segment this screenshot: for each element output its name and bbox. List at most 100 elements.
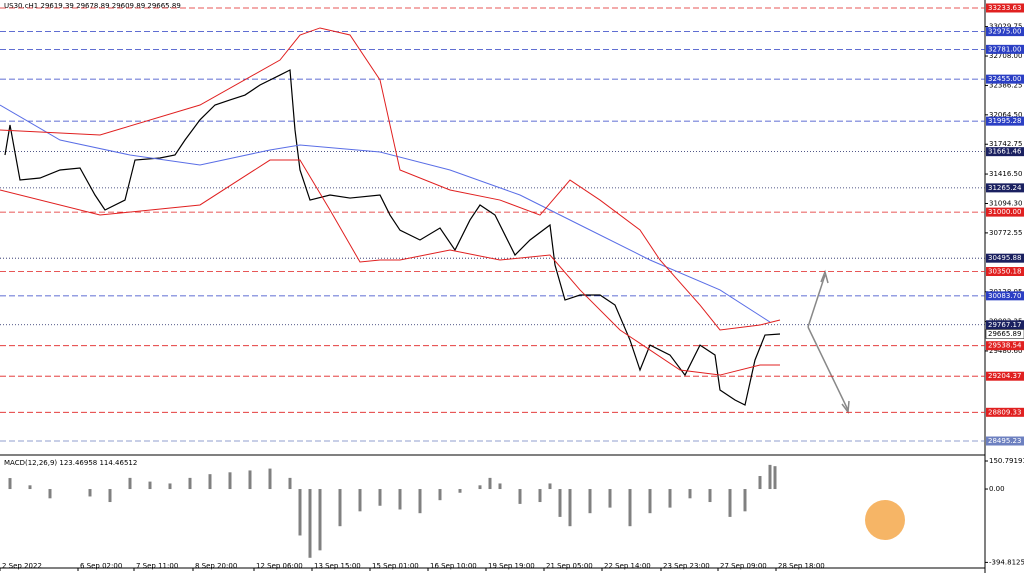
y-tick-label: 32386.25 — [989, 81, 1022, 89]
watermark-logo — [865, 500, 905, 540]
macd-bar — [108, 489, 112, 503]
x-tick-label: 13 Sep 15:00 — [314, 562, 361, 570]
macd-bar — [248, 470, 252, 490]
level-label-bg — [986, 407, 1024, 417]
arrow-down — [807, 326, 849, 411]
series-line — [0, 104, 771, 323]
macd-bar — [568, 489, 572, 527]
y-tick-label: -394.81257 — [989, 558, 1024, 566]
macd-bar — [688, 489, 692, 499]
macd-bar — [418, 489, 422, 514]
x-tick-label: 19 Sep 19:00 — [488, 562, 535, 570]
macd-bar — [288, 477, 292, 490]
macd-bar — [628, 489, 632, 527]
level-label: 30495.88 — [988, 254, 1021, 262]
macd-bar — [308, 489, 312, 558]
macd-bar — [743, 489, 747, 512]
level-label: 31995.28 — [988, 117, 1021, 125]
x-tick-label: 12 Sep 06:00 — [256, 562, 303, 570]
series-line — [0, 27, 781, 331]
x-tick-label: 7 Sep 11:00 — [136, 562, 178, 570]
macd-bar — [148, 481, 152, 490]
level-label: 32975.00 — [988, 28, 1021, 36]
macd-bar — [538, 489, 542, 503]
macd-bar — [768, 464, 772, 490]
y-tick-label: 31094.30 — [989, 199, 1022, 207]
x-tick-label: 21 Sep 05:00 — [546, 562, 593, 570]
level-label: 33233.63 — [988, 4, 1021, 12]
macd-bar — [318, 489, 322, 551]
level-label-bg — [986, 3, 1024, 13]
level-label: 29204.37 — [988, 372, 1021, 380]
level-label-bg — [986, 253, 1024, 263]
macd-bar — [478, 485, 482, 490]
x-tick-label: 6 Sep 02:00 — [80, 562, 122, 570]
y-tick-label: 150.79191 — [989, 457, 1024, 465]
series-line — [4, 69, 781, 406]
macd-bar — [48, 489, 52, 499]
x-tick-label: 28 Sep 18:00 — [778, 562, 825, 570]
macd-bar — [378, 489, 382, 506]
x-tick-label: 22 Sep 14:00 — [604, 562, 651, 570]
macd-bar — [488, 477, 492, 490]
level-label-bg — [986, 116, 1024, 126]
level-label: 31000.00 — [988, 208, 1021, 216]
macd-bar — [728, 489, 732, 517]
macd-bar — [558, 489, 562, 517]
macd-bar — [268, 468, 272, 490]
forecast-arrows — [807, 269, 850, 415]
macd-bar — [608, 489, 612, 508]
level-label: 29767.17 — [988, 321, 1021, 329]
y-tick-label: 31742.75 — [989, 140, 1022, 148]
x-tick-label: 2 Sep 2022 — [2, 562, 42, 570]
series-line — [0, 159, 780, 376]
macd-bar — [458, 489, 462, 493]
y-tick-label: 31416.50 — [989, 170, 1022, 178]
y-tick-label: 0.00 — [989, 485, 1005, 493]
level-label: 28495.23 — [988, 437, 1021, 445]
macd-bar — [338, 489, 342, 527]
level-label-bg — [986, 147, 1024, 157]
macd-bar — [228, 472, 232, 490]
macd-bar — [438, 489, 442, 501]
macd-bar — [358, 489, 362, 512]
macd-bar — [128, 477, 132, 490]
macd-bar — [188, 477, 192, 490]
macd-bar — [298, 489, 302, 536]
level-label: 31265.24 — [988, 184, 1022, 192]
level-label: 32781.00 — [988, 45, 1021, 53]
macd-title: MACD(12,26,9) 123.46958 114.46512 — [4, 459, 137, 467]
current-price-label: 29665.89 — [988, 330, 1021, 338]
macd-bar — [518, 489, 522, 504]
arrow-up — [807, 274, 826, 328]
level-label: 28809.33 — [988, 408, 1021, 416]
x-tick-label: 27 Sep 09:00 — [720, 562, 767, 570]
level-label-bg — [986, 371, 1024, 381]
level-label-bg — [986, 266, 1024, 276]
macd-bar — [208, 474, 212, 490]
level-label-bg — [986, 183, 1024, 193]
x-tick-label: 23 Sep 23:00 — [663, 562, 710, 570]
macd-bar — [708, 489, 712, 503]
watermark — [865, 500, 905, 540]
y-tick-label: 29480.60 — [989, 347, 1022, 355]
level-label: 30350.18 — [988, 267, 1021, 275]
macd-bar — [398, 489, 402, 510]
level-label-bg — [986, 27, 1024, 37]
level-label-bg — [986, 291, 1024, 301]
level-label: 31661.46 — [988, 148, 1022, 156]
level-label-bg — [986, 436, 1024, 446]
level-label-bg — [986, 44, 1024, 54]
arrow-up-head — [820, 269, 829, 284]
macd-bar — [773, 466, 777, 490]
macd-bar — [168, 483, 172, 490]
level-label: 29538.54 — [988, 342, 1022, 350]
level-label-bg — [986, 207, 1024, 217]
level-label: 32455.00 — [988, 75, 1021, 83]
y-tick-label: 30772.55 — [989, 229, 1022, 237]
macd-bar — [548, 483, 552, 490]
macd-bar — [668, 489, 672, 508]
macd-bar — [88, 489, 92, 497]
macd-bar — [648, 489, 652, 514]
